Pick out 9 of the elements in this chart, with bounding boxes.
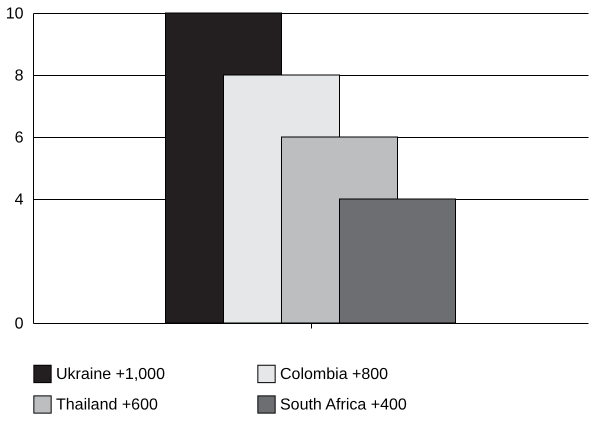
y-tick-label: 8 bbox=[14, 68, 24, 84]
y-tick-label: 4 bbox=[14, 192, 24, 208]
y-tick-label: 0 bbox=[14, 316, 24, 332]
legend-label: Ukraine +1,000 bbox=[56, 366, 166, 383]
legend-label: Colombia +800 bbox=[280, 366, 388, 383]
y-tick-label: 6 bbox=[14, 130, 24, 146]
legend-label: South Africa +400 bbox=[280, 396, 407, 414]
y-tick-label: 10 bbox=[6, 6, 24, 22]
legend-label: Thailand +600 bbox=[56, 396, 158, 414]
